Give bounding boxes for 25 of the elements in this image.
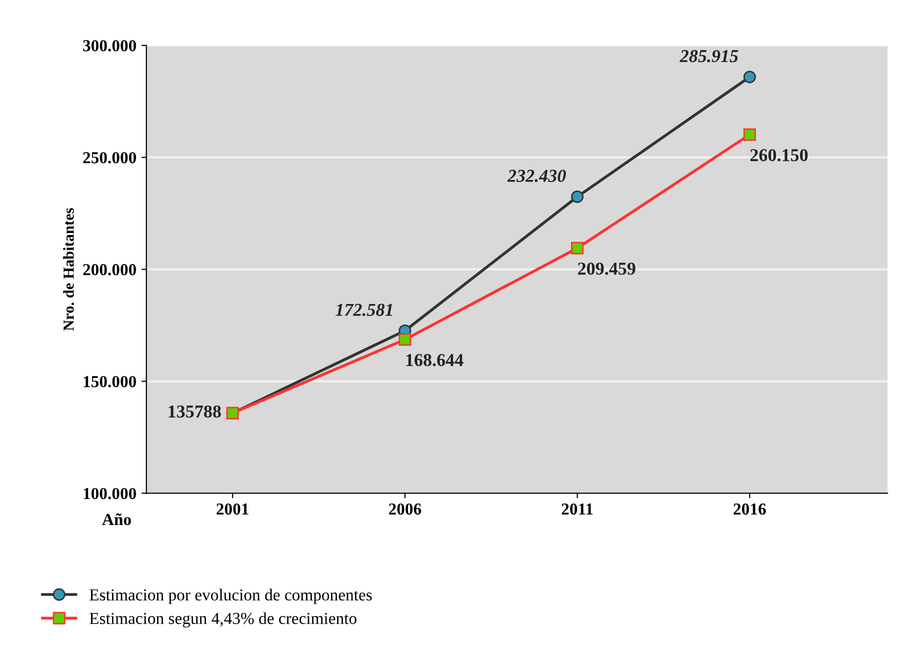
data-label: 260.150 [750,149,808,162]
y-axis-title: Nro. de Habitantes [63,208,74,331]
data-label: 172.581 [336,304,392,316]
point [571,242,584,254]
x-axis-title: Año [102,513,131,526]
x-tick-label: 2016 [734,503,766,515]
data-label: 232.430 [507,170,566,182]
x-tick-label: 2001 [216,503,248,515]
y-tick-label: 300.000 [83,40,136,52]
y-tick-label: 200.000 [83,264,136,276]
data-label: 285.915 [680,50,738,62]
point [743,70,756,84]
point [743,128,756,141]
data-label: 135788 [168,405,221,418]
point [398,333,412,346]
legend-label: Estimacion segun 4,43% de crecimiento [90,612,356,628]
legend-label: Estimacion por evolucion de componentes [90,588,372,604]
x-tick-label: 2011 [562,503,593,515]
data-label: 209.459 [578,262,636,275]
y-tick-label: 250.000 [83,152,136,164]
y-tick-label: 150.000 [84,376,136,388]
point [571,190,584,203]
y-tick-label: 100.000 [84,488,136,500]
data-label: 168.644 [406,354,464,366]
x-tick-label: 2006 [388,503,422,515]
